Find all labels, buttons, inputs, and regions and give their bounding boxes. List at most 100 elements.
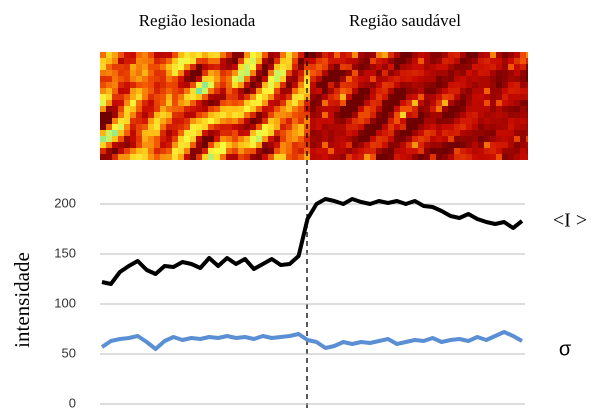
heatmap-cell <box>100 112 106 118</box>
heatmap-cell <box>352 154 358 160</box>
heatmap-cell <box>142 64 148 70</box>
heatmap-cell <box>208 136 214 142</box>
heatmap-cell <box>406 106 412 112</box>
heatmap-cell <box>118 94 124 100</box>
heatmap-cell <box>526 130 528 136</box>
heatmap-cell <box>220 70 226 76</box>
heatmap-cell <box>334 94 340 100</box>
heatmap-cell <box>436 136 442 142</box>
heatmap-cell <box>118 136 124 142</box>
heatmap-cell <box>502 112 508 118</box>
heatmap-cell <box>286 118 292 124</box>
heatmap-cell <box>370 52 376 58</box>
heatmap-cell <box>232 154 238 160</box>
heatmap-cell <box>232 82 238 88</box>
heatmap-cell <box>184 70 190 76</box>
heatmap-cell <box>346 142 352 148</box>
heatmap-cell <box>418 76 424 82</box>
heatmap-cell <box>190 58 196 64</box>
heatmap-cell <box>250 118 256 124</box>
heatmap-cell <box>334 76 340 82</box>
heatmap-cell <box>496 124 502 130</box>
heatmap-cell <box>226 148 232 154</box>
heatmap-cell <box>382 64 388 70</box>
heatmap-cell <box>196 112 202 118</box>
heatmap-cell <box>178 142 184 148</box>
heatmap-cell <box>448 94 454 100</box>
heatmap-cell <box>508 124 514 130</box>
heatmap-cell <box>496 100 502 106</box>
heatmap-cell <box>352 106 358 112</box>
heatmap-cell <box>394 142 400 148</box>
heatmap-cell <box>340 58 346 64</box>
heatmap-cell <box>244 58 250 64</box>
heatmap-cell <box>106 58 112 64</box>
heatmap-cell <box>274 148 280 154</box>
heatmap-cell <box>352 130 358 136</box>
heatmap-cell <box>268 130 274 136</box>
heatmap-cell <box>514 76 520 82</box>
heatmap-cell <box>130 106 136 112</box>
heatmap-cell <box>202 94 208 100</box>
heatmap-cell <box>472 52 478 58</box>
heatmap-cell <box>514 100 520 106</box>
heatmap-cell <box>466 58 472 64</box>
heatmap-cell <box>490 112 496 118</box>
heatmap-cell <box>154 124 160 130</box>
heatmap-cell <box>280 154 286 160</box>
heatmap-cell <box>370 94 376 100</box>
heatmap-cell <box>340 76 346 82</box>
heatmap-cell <box>460 64 466 70</box>
heatmap-cell <box>118 124 124 130</box>
heatmap-cell <box>136 58 142 64</box>
heatmap-cell <box>412 82 418 88</box>
heatmap-cell <box>346 58 352 64</box>
heatmap-cell <box>520 58 526 64</box>
heatmap-cell <box>130 124 136 130</box>
heatmap-cell <box>442 64 448 70</box>
heatmap-cell <box>316 58 322 64</box>
heatmap-cell <box>346 52 352 58</box>
heatmap-cell <box>328 106 334 112</box>
heatmap-cell <box>496 112 502 118</box>
heatmap-cell <box>214 70 220 76</box>
heatmap-cell <box>484 76 490 82</box>
heatmap-cell <box>490 148 496 154</box>
heatmap-cell <box>400 88 406 94</box>
heatmap-cell <box>184 130 190 136</box>
heatmap-cell <box>472 88 478 94</box>
heatmap-cell <box>118 70 124 76</box>
heatmap-cell <box>412 124 418 130</box>
heatmap-cell <box>478 142 484 148</box>
heatmap-cell <box>250 52 256 58</box>
heatmap-cell <box>232 106 238 112</box>
heatmap-cell <box>508 82 514 88</box>
heatmap-cell <box>256 76 262 82</box>
heatmap-cell <box>490 52 496 58</box>
heatmap-cell <box>424 70 430 76</box>
heatmap-cell <box>328 112 334 118</box>
heatmap-cell <box>226 94 232 100</box>
heatmap-cell <box>184 112 190 118</box>
heatmap-cell <box>196 64 202 70</box>
heatmap-cell <box>364 130 370 136</box>
heatmap-cell <box>430 148 436 154</box>
heatmap-cell <box>190 112 196 118</box>
heatmap-cell <box>280 88 286 94</box>
heatmap-cell <box>112 148 118 154</box>
heatmap-cell <box>310 124 316 130</box>
heatmap-cell <box>490 64 496 70</box>
heatmap-cell <box>376 52 382 58</box>
heatmap-cell <box>346 106 352 112</box>
heatmap-cell <box>466 94 472 100</box>
heatmap-cell <box>376 94 382 100</box>
heatmap-cell <box>484 52 490 58</box>
heatmap-cell <box>436 106 442 112</box>
heatmap-cell <box>310 52 316 58</box>
heatmap-cell <box>526 106 528 112</box>
heatmap-cell <box>208 94 214 100</box>
heatmap-cell <box>424 136 430 142</box>
heatmap-cell <box>106 64 112 70</box>
heatmap-cell <box>418 70 424 76</box>
heatmap-cell <box>322 106 328 112</box>
